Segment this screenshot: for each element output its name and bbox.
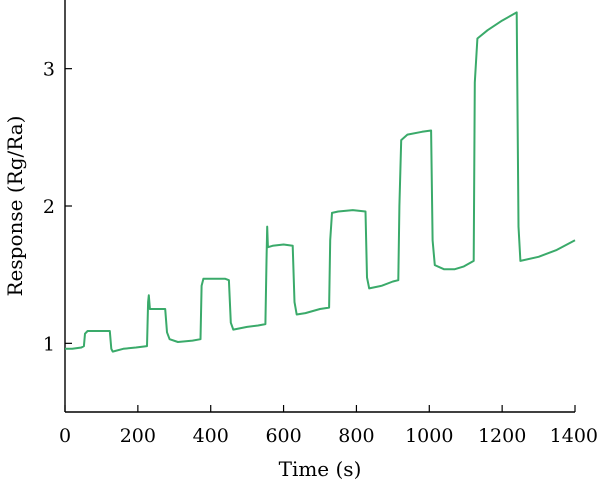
y-tick-label: 1 (43, 333, 55, 355)
x-tick-label: 200 (120, 425, 156, 447)
x-tick-label: 600 (265, 425, 301, 447)
series-layer (65, 11, 576, 353)
series-line-1 (65, 11, 576, 353)
x-tick-label: 400 (193, 425, 229, 447)
y-tick-label: 2 (43, 196, 55, 218)
y-axis-ticks: 1 2 3 (43, 59, 72, 355)
x-tick-label: 1400 (550, 425, 598, 447)
x-axis-title: Time (s) (279, 457, 362, 481)
x-tick-label: 0 (59, 425, 71, 447)
x-tick-label: 1000 (405, 425, 453, 447)
plot-area (64, 0, 575, 413)
x-tick-label: 800 (338, 425, 374, 447)
y-axis-title: Response (Rg/Ra) (3, 116, 27, 297)
x-tick-label: 1200 (478, 425, 526, 447)
x-axis-ticks: 0 200 400 600 800 1000 1200 1400 (59, 405, 598, 447)
y-tick-label: 3 (43, 59, 55, 81)
